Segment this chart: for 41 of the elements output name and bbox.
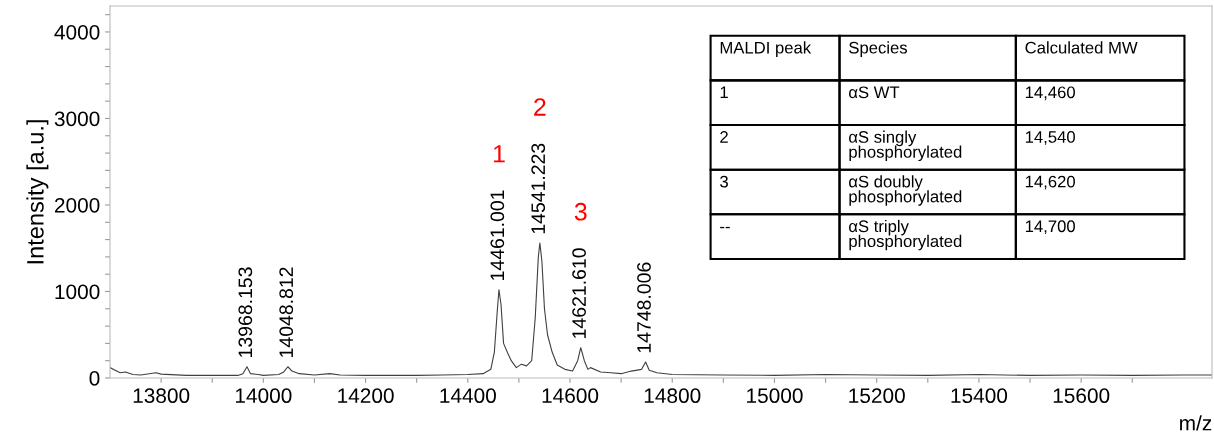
x-tick-label: 15600 <box>1053 388 1110 404</box>
x-axis-title: m/z <box>1180 415 1212 431</box>
annotation: 14621.610 <box>572 248 586 338</box>
annotation: 3 <box>720 175 728 188</box>
x-tick-label: 15400 <box>951 388 1008 404</box>
x-tick-label: 14600 <box>542 388 599 404</box>
y-tick-label: 3000 <box>54 111 100 127</box>
y-tick-label: 1000 <box>55 284 100 300</box>
annotation: 14048.812 <box>279 267 294 357</box>
x-tick-label: 14800 <box>644 388 701 404</box>
annotation: 2 <box>534 98 546 116</box>
y-axis-title: Intensity [a.u.] <box>26 120 49 264</box>
annotation: 1 <box>493 145 505 163</box>
x-tick-label: 14000 <box>235 388 292 404</box>
annotation: 13968.153 <box>238 267 253 357</box>
y-tick-label: 2000 <box>54 197 100 213</box>
annotation: 2 <box>720 131 728 143</box>
annotation: 14,540 <box>1025 131 1075 145</box>
y-tick-label: 0 <box>89 371 100 386</box>
y-tick-label: 4000 <box>54 24 100 40</box>
annotation: 14,620 <box>1025 175 1075 190</box>
annotation: 14748.006 <box>637 262 651 353</box>
annotation: αS WT <box>849 86 900 99</box>
annotation: αS singly phosphorylated <box>849 130 962 162</box>
annotation: 1 <box>720 86 728 99</box>
annotation: Species <box>849 41 908 57</box>
x-tick-label: 14200 <box>338 388 394 404</box>
annotation: MALDI peak <box>720 41 812 57</box>
annotation: αS doubly phosphorylated <box>849 175 962 206</box>
annotation: Calculated MW <box>1025 41 1138 54</box>
annotation: αS triply phosphorylated <box>849 219 962 251</box>
annotation: 14541.223 <box>531 143 546 234</box>
annotation: 14,460 <box>1025 86 1075 101</box>
x-tick-label: 14400 <box>440 388 496 404</box>
annotation: 14,700 <box>1025 220 1075 235</box>
x-tick-label: 13800 <box>133 388 190 404</box>
annotation: -- <box>720 226 730 229</box>
annotation: 14461.001 <box>490 190 505 280</box>
x-tick-label: 15000 <box>747 388 803 404</box>
annotation: 3 <box>574 202 587 221</box>
x-tick-label: 15200 <box>849 388 905 404</box>
